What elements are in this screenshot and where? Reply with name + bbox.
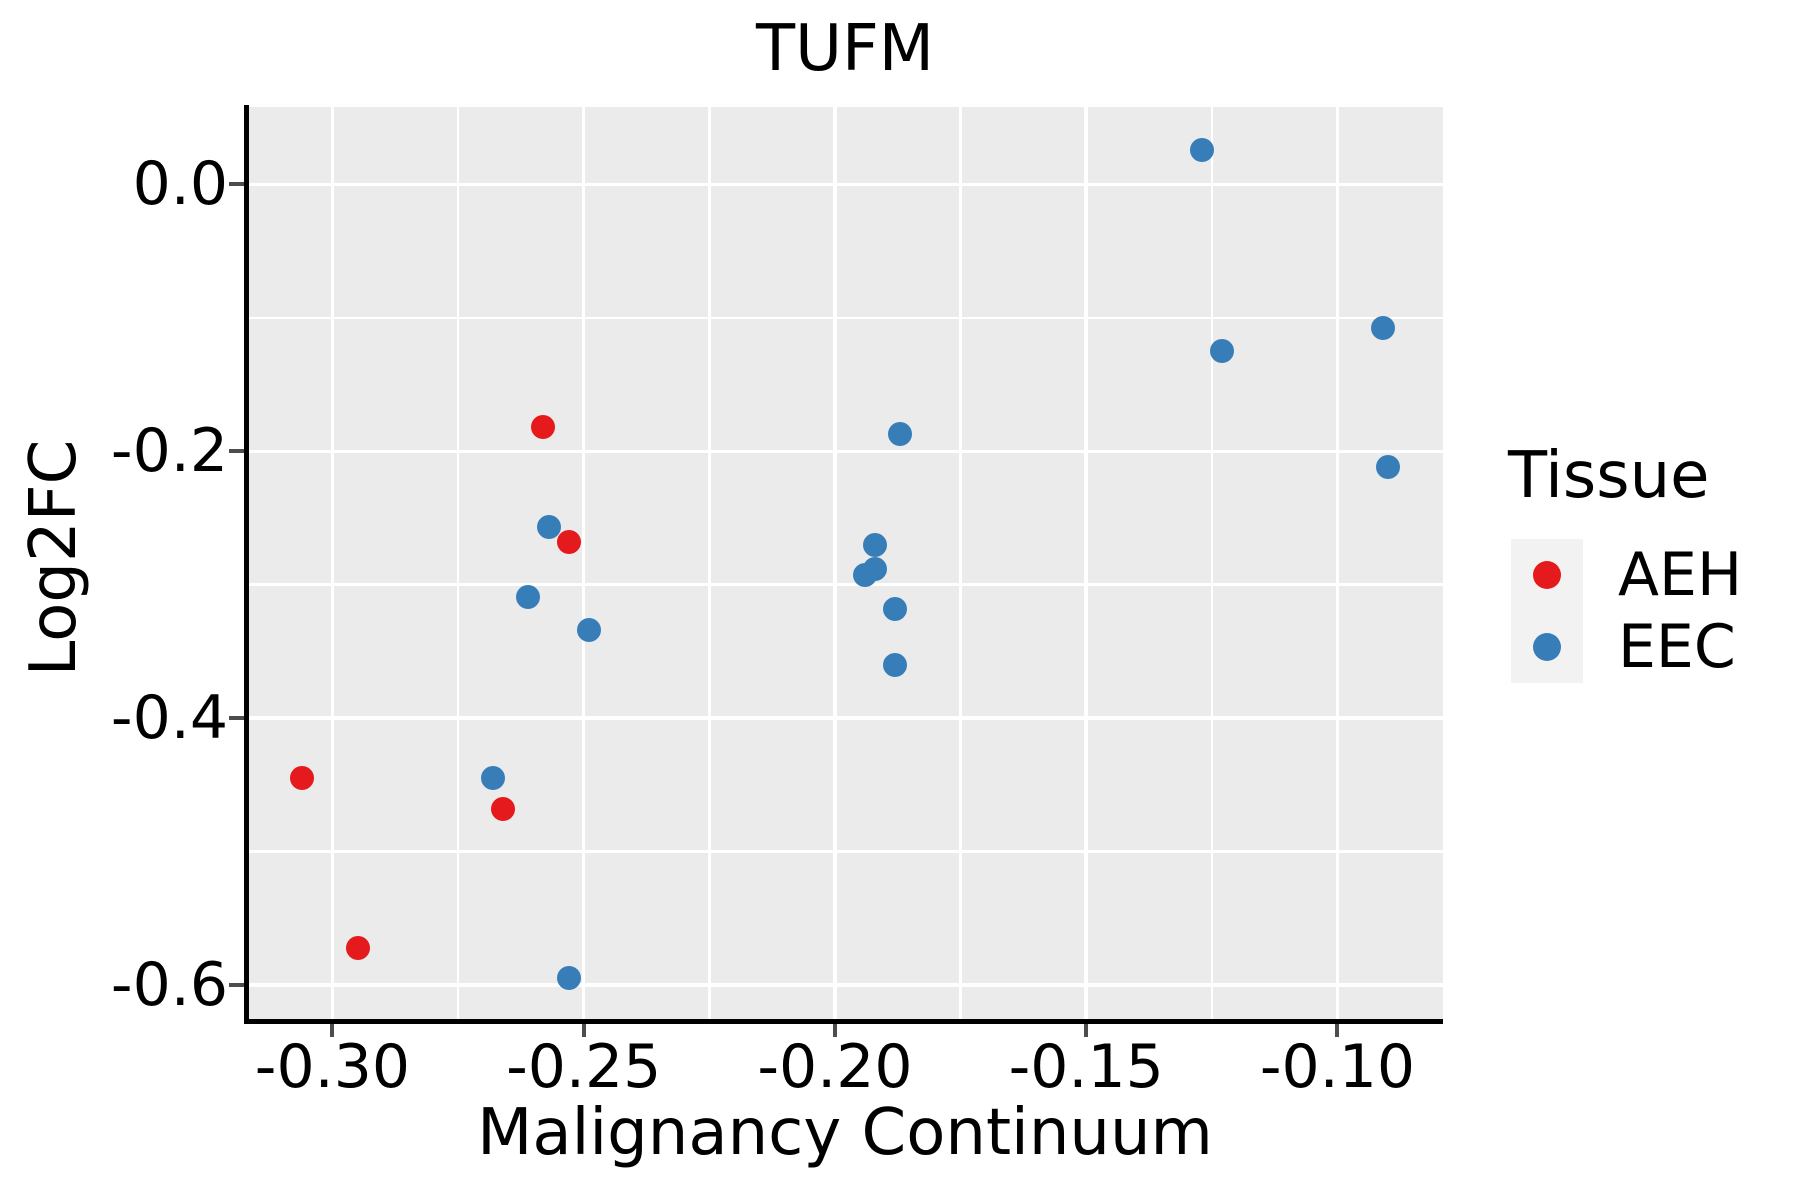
x-minor-gridline [1210, 107, 1214, 1021]
data-point-eec [556, 966, 581, 991]
y-tick-mark [229, 982, 244, 987]
x-tick-label: -0.20 [757, 1032, 913, 1102]
y-major-gridline [247, 182, 1443, 187]
data-point-eec [888, 421, 913, 446]
data-point-eec [863, 532, 888, 557]
y-tick-label: -0.6 [110, 949, 228, 1020]
x-tick-mark [832, 1024, 837, 1037]
y-tick-mark [229, 182, 244, 187]
legend-title: Tissue [1508, 439, 1710, 513]
data-point-aeh [531, 415, 556, 440]
y-major-gridline [247, 983, 1443, 987]
x-major-gridline [330, 107, 335, 1021]
x-minor-gridline [959, 107, 962, 1021]
data-point-eec [863, 556, 888, 581]
y-tick-label: 0.0 [132, 149, 228, 220]
x-tick-mark [1084, 1024, 1089, 1037]
y-tick-label: -0.2 [110, 416, 228, 487]
x-major-gridline [1084, 107, 1088, 1021]
legend-key-dot-eec [1533, 633, 1561, 661]
legend-label-eec: EEC [1618, 612, 1736, 682]
x-axis-line [244, 1019, 1443, 1024]
x-tick-label: -0.10 [1259, 1032, 1416, 1102]
x-tick-mark [330, 1024, 335, 1037]
plot-title: TUFM [756, 12, 934, 86]
data-point-eec [576, 618, 601, 643]
y-axis-line [244, 105, 249, 1024]
legend-label-aeh: AEH [1618, 540, 1743, 610]
y-minor-gridline [247, 850, 1443, 853]
data-point-eec [536, 515, 561, 540]
x-tick-label: -0.15 [1008, 1032, 1164, 1102]
y-minor-gridline [247, 583, 1443, 586]
y-major-gridline [247, 449, 1443, 453]
data-point-eec [1209, 339, 1234, 364]
data-point-aeh [556, 529, 581, 554]
data-point-eec [1189, 137, 1214, 162]
data-point-eec [1375, 455, 1400, 480]
data-point-aeh [290, 766, 315, 791]
x-tick-label: -0.25 [506, 1032, 662, 1102]
data-point-eec [481, 766, 506, 791]
y-axis-title: Log2FC [17, 439, 91, 677]
data-point-aeh [345, 935, 370, 960]
y-tick-mark [229, 716, 244, 721]
x-major-gridline [833, 107, 837, 1021]
y-major-gridline [247, 716, 1443, 720]
y-tick-mark [229, 449, 244, 454]
x-tick-mark [1335, 1024, 1340, 1037]
data-point-aeh [491, 796, 516, 821]
y-minor-gridline [247, 316, 1443, 320]
x-axis-title: Malignancy Continuum [477, 1096, 1213, 1170]
data-point-eec [516, 584, 541, 609]
x-minor-gridline [456, 107, 460, 1021]
legend-key-dot-aeh [1533, 561, 1561, 589]
x-tick-label: -0.30 [254, 1032, 411, 1102]
x-minor-gridline [708, 107, 711, 1021]
y-tick-label: -0.4 [110, 683, 228, 754]
x-major-gridline [1335, 107, 1340, 1021]
data-point-eec [1370, 316, 1395, 341]
plot-panel [247, 107, 1443, 1021]
data-point-eec [883, 596, 908, 621]
data-point-eec [883, 652, 908, 677]
x-major-gridline [581, 107, 586, 1021]
x-tick-mark [581, 1024, 586, 1037]
